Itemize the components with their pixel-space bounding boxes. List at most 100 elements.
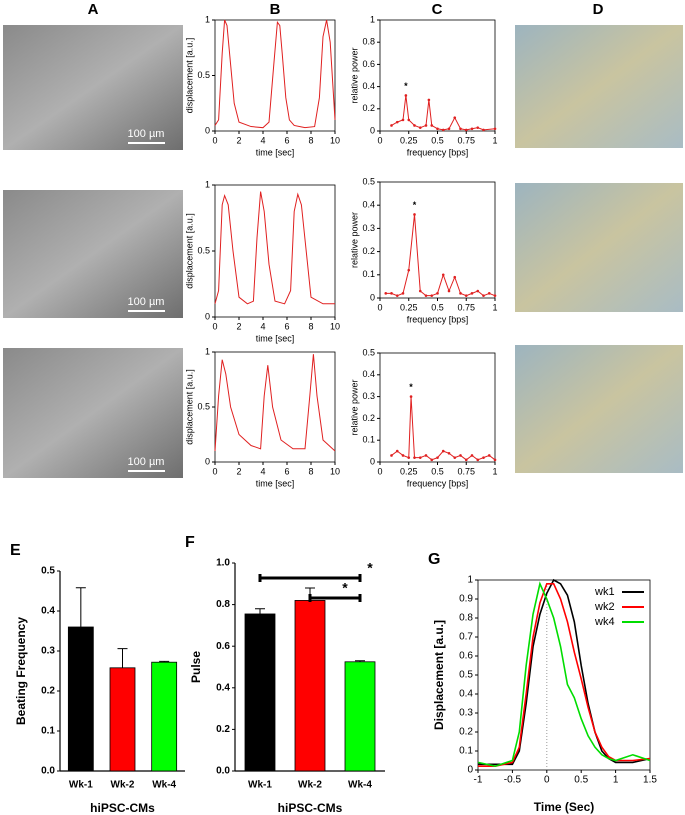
y-axis-label: relative power [349,47,359,103]
bar [151,661,178,772]
plot-frame [214,351,336,463]
error-bar [255,608,265,614]
y-tick-label: 0.6 [216,641,230,652]
data-point [401,292,405,295]
y-tick-label: 1 [467,575,473,586]
y-axis-label: relative power [349,212,359,268]
micrograph [3,25,183,150]
significance-label: * [367,560,373,576]
data-point [384,292,388,295]
data-point [470,127,474,131]
y-tick-label: 0.3 [362,223,375,233]
series-line [478,583,651,767]
y-tick-label: 0.6 [459,651,473,662]
y-tick-label: 0 [370,125,375,135]
y-tick-label: 0.8 [216,599,230,610]
error-bar [355,660,365,662]
x-tick-label: 10 [330,466,340,476]
x-tick-label: 0.25 [400,302,418,312]
y-tick-label: 0 [370,292,375,302]
data-point [436,292,439,295]
y-tick-label: 0.8 [459,613,473,624]
data-point [482,128,485,132]
y-tick-label: 0.3 [41,646,55,657]
x-tick-label: 2 [236,321,241,331]
data-point [476,289,480,293]
data-point [430,458,434,462]
chart: 0 0.1 0.2 0.3 0.4 0.5 0 0.25 0.5 0.75 1 frequency [… [349,176,497,324]
x-tick-label: 8 [308,135,313,145]
x-tick-label: 6 [284,466,289,476]
x-tick-label: 8 [308,466,313,476]
data-point [407,456,411,459]
y-tick-label: 0.4 [216,682,230,693]
y-tick-label: 0.2 [362,246,375,256]
x-tick-label: 1 [492,466,497,476]
y-tick-label: 0.5 [459,670,473,681]
y-tick-label: 1.0 [216,558,230,569]
chart: 0 0.1 0.2 0.3 0.4 0.5 0.6 0.7 0.8 0.9 1 -1 -0.5 0 0.5 1… [428,551,657,814]
y-tick-label: 0.3 [362,391,375,401]
plot-frame [379,19,496,132]
y-tick-label: 0.2 [41,686,55,697]
data-point [447,451,451,455]
x-tick-label: 0 [212,135,217,145]
y-axis-label: displacement [a.u.] [184,38,194,114]
x-tick-label: Wk-1 [69,780,93,791]
overlay-image [515,345,683,473]
data-point [430,294,434,297]
data-point [401,454,405,457]
bar [67,626,94,772]
y-tick-label: 0.0 [216,766,230,777]
x-tick-label: 0 [212,466,217,476]
scale-bar-label: 100 µm [128,128,165,140]
overlay-image [515,183,683,312]
plot-frame [379,181,496,299]
data-point [424,124,428,127]
data-line [214,191,335,305]
chart: 0.0 0.2 0.4 0.6 0.8 1.0 hiPSC-CMs Pulse F Wk-1 Wk-… [185,534,385,815]
data-point [404,94,408,97]
x-tick-label: 0.75 [457,466,475,476]
micrograph [3,348,183,478]
y-tick-label: 0.1 [41,726,55,737]
y-tick-label: 0 [205,125,210,135]
error-bar [117,648,128,668]
y-tick-label: 0.6 [362,59,375,69]
data-point [413,456,416,459]
y-tick-label: 1 [205,14,210,24]
y-axis-label: relative power [349,379,359,435]
x-tick-label: Wk-1 [248,780,272,791]
bar [294,600,326,772]
data-point [436,456,439,459]
data-point [427,98,431,102]
data-point [459,292,462,295]
y-tick-label: 0.5 [197,245,210,255]
y-tick-label: 0.2 [216,724,230,735]
x-tick-label: 1 [492,135,497,145]
annotation: * [404,81,408,91]
data-line [391,95,496,131]
data-point [424,294,428,297]
y-axis-label: Pulse [189,651,203,683]
annotation: * [413,200,417,210]
y-tick-label: 0.4 [362,200,375,210]
data-point [390,124,393,127]
x-tick-label: 8 [308,321,313,331]
y-tick-label: 0.5 [362,176,375,186]
bar [109,667,136,772]
data-point [418,289,422,293]
data-point [459,127,462,131]
micrograph [3,190,183,318]
chart: 0 0.1 0.2 0.3 0.4 0.5 0 0.25 0.5 0.75 1 frequency [… [349,347,497,488]
x-tick-label: 6 [284,321,289,331]
y-tick-label: 0.4 [41,606,55,617]
x-tick-label: 1 [613,775,619,786]
legend-label: wk1 [594,586,615,598]
y-tick-label: 0.1 [362,435,375,445]
data-line [214,354,336,452]
data-point [453,456,457,459]
data-point [487,454,491,457]
